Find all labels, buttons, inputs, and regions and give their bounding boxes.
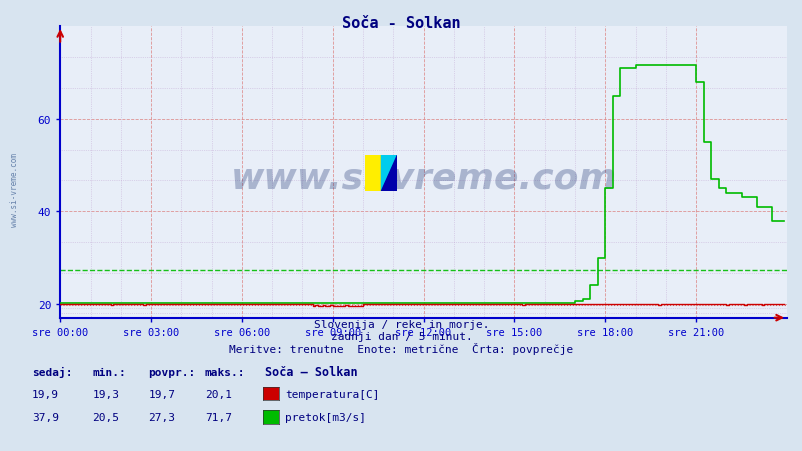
Text: Meritve: trenutne  Enote: metrične  Črta: povprečje: Meritve: trenutne Enote: metrične Črta: … <box>229 342 573 354</box>
Text: www.si-vreme.com: www.si-vreme.com <box>230 161 616 195</box>
Text: Slovenija / reke in morje.: Slovenija / reke in morje. <box>314 319 488 329</box>
Text: pretok[m3/s]: pretok[m3/s] <box>285 412 366 422</box>
Text: Soča – Solkan: Soča – Solkan <box>265 365 357 378</box>
Polygon shape <box>381 156 397 192</box>
Text: temperatura[C]: temperatura[C] <box>285 389 379 399</box>
Text: 20,5: 20,5 <box>92 412 119 422</box>
Polygon shape <box>365 156 381 192</box>
Text: 37,9: 37,9 <box>32 412 59 422</box>
Text: zadnji dan / 5 minut.: zadnji dan / 5 minut. <box>330 331 472 341</box>
Text: 20,1: 20,1 <box>205 389 232 399</box>
Text: povpr.:: povpr.: <box>148 367 196 377</box>
Text: Soča - Solkan: Soča - Solkan <box>342 16 460 31</box>
Text: sedaj:: sedaj: <box>32 366 72 377</box>
Text: www.si-vreme.com: www.si-vreme.com <box>10 152 18 226</box>
Text: 71,7: 71,7 <box>205 412 232 422</box>
Text: 19,9: 19,9 <box>32 389 59 399</box>
Text: 19,3: 19,3 <box>92 389 119 399</box>
Text: 19,7: 19,7 <box>148 389 176 399</box>
Polygon shape <box>381 156 397 192</box>
Text: min.:: min.: <box>92 367 126 377</box>
Text: 27,3: 27,3 <box>148 412 176 422</box>
Text: maks.:: maks.: <box>205 367 245 377</box>
